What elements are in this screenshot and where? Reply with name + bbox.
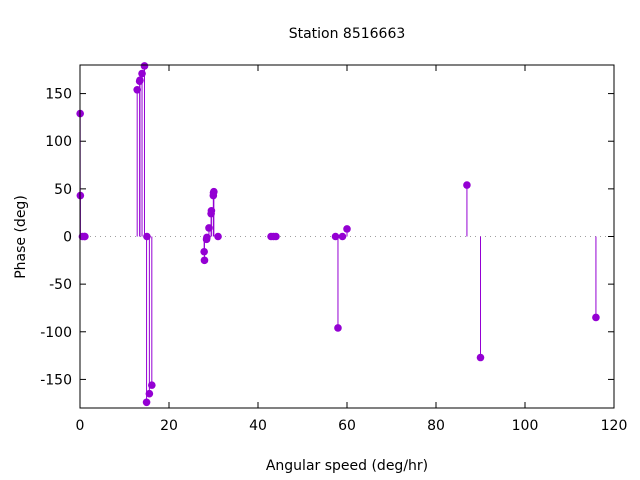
y-tick-label: 100 [45, 134, 72, 150]
x-tick-label: 80 [427, 418, 445, 434]
data-point [476, 353, 485, 362]
y-tick-label: 150 [45, 87, 72, 103]
y-tick-label: -50 [49, 277, 72, 293]
data-point [140, 62, 149, 70]
data-point [148, 381, 156, 389]
data-point [463, 181, 471, 189]
chart-title: Station 8516663 [289, 26, 406, 42]
data-point [334, 324, 342, 332]
data-point [145, 389, 154, 398]
data-point [272, 232, 280, 241]
data-point [210, 187, 218, 196]
data-point [200, 256, 209, 265]
data-point [592, 313, 600, 322]
data-point [81, 232, 89, 241]
y-axis-label: Phase (deg) [13, 195, 29, 279]
data-point [133, 85, 141, 94]
data-point [331, 232, 340, 241]
data-point [138, 69, 146, 78]
x-axis-label: Angular speed (deg/hr) [266, 458, 428, 474]
data-point [142, 398, 151, 407]
x-tick-label: 120 [601, 418, 628, 434]
x-tick-label: 0 [76, 418, 85, 434]
x-tick-label: 20 [160, 418, 178, 434]
data-point [338, 232, 347, 241]
data-point [203, 233, 211, 242]
x-tick-label: 60 [338, 418, 356, 434]
data-point [343, 225, 351, 233]
data-point [214, 232, 222, 241]
x-tick-label: 40 [249, 418, 267, 434]
y-tick-label: -100 [40, 325, 72, 341]
y-tick-label: 50 [54, 182, 72, 198]
y-tick-label: -150 [40, 372, 72, 388]
plot-frame [79, 64, 615, 409]
data-point [136, 76, 144, 85]
data-point [143, 232, 151, 241]
y-tick-label: 0 [63, 230, 72, 246]
x-tick-label: 100 [512, 418, 539, 434]
